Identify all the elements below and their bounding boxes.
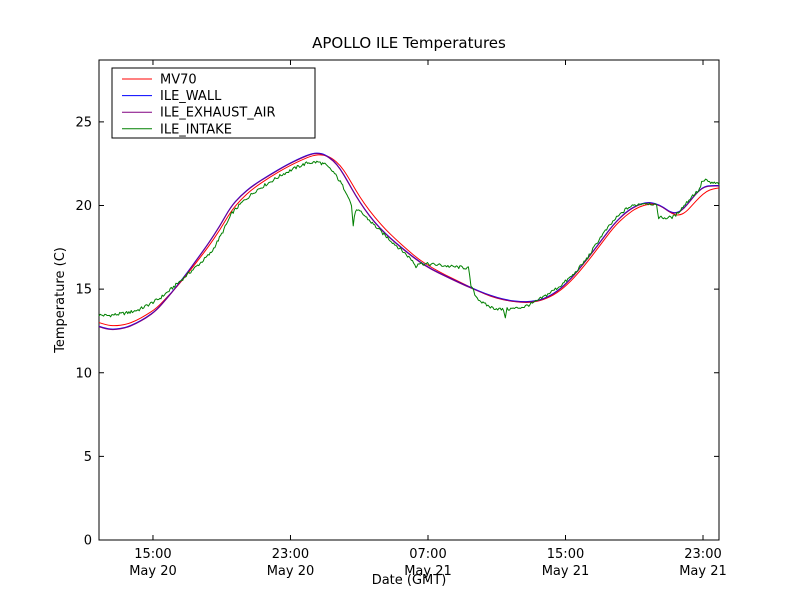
y-tick-label: 15 [75,283,92,298]
y-axis-label: Temperature (C) [53,247,68,354]
legend-label-ILE_INTAKE: ILE_INTAKE [160,122,232,137]
x-tick-time-label: 07:00 [409,547,446,562]
x-tick-time-label: 15:00 [134,547,171,562]
x-tick-time-label: 23:00 [684,547,721,562]
x-tick-date-label: May 21 [542,564,590,579]
legend-label-ILE_EXHAUST_AIR: ILE_EXHAUST_AIR [160,106,276,121]
x-tick-date-label: May 20 [129,564,177,579]
y-tick-label: 20 [75,199,92,214]
y-tick-label: 5 [84,450,92,465]
legend [111,67,316,139]
x-tick-time-label: 23:00 [272,547,309,562]
legend-label-ILE_WALL: ILE_WALL [160,89,222,104]
y-tick-label: 10 [75,366,92,381]
plot-area [98,59,720,541]
y-tick-label: 25 [75,115,92,130]
x-tick-date-label: May 21 [404,564,452,579]
x-tick-date-label: May 20 [267,564,315,579]
x-tick-time-label: 15:00 [547,547,584,562]
series-line-ILE_INTAKE [98,160,720,319]
chart-title: APOLLO ILE Temperatures [312,34,506,52]
x-axis-label: Date (GMT) [372,573,447,588]
y-tick-label: 0 [84,534,92,549]
x-tick-date-label: May 21 [679,564,727,579]
legend-label-MV70: MV70 [160,73,197,88]
